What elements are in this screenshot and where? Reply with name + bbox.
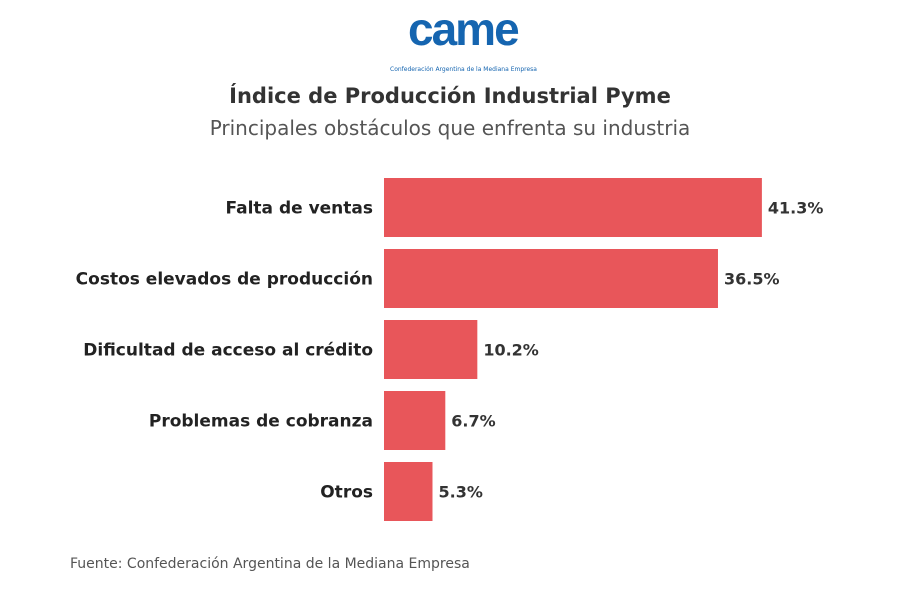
category-label: Problemas de cobranza <box>149 412 373 432</box>
bar <box>384 178 762 237</box>
category-label: Dificultad de acceso al crédito <box>83 341 373 361</box>
bar <box>384 320 478 379</box>
value-label: 36.5% <box>724 270 780 289</box>
bar <box>384 249 718 308</box>
chart-title: Índice de Producción Industrial Pyme <box>229 84 671 108</box>
source-note: Fuente: Confederación Argentina de la Me… <box>70 556 470 572</box>
category-label: Falta de ventas <box>226 199 373 219</box>
category-label: Costos elevados de producción <box>76 270 373 290</box>
value-label: 10.2% <box>483 341 539 360</box>
bar <box>384 391 446 450</box>
bar <box>384 462 433 521</box>
value-label: 5.3% <box>438 483 482 502</box>
value-label: 41.3% <box>768 199 824 218</box>
category-label: Otros <box>320 483 373 503</box>
value-label: 6.7% <box>451 412 495 431</box>
chart-subtitle: Principales obstáculos que enfrenta su i… <box>209 116 691 140</box>
logo-wordmark: came <box>408 3 520 55</box>
logo-subtitle: Confederación Argentina de la Mediana Em… <box>390 66 537 73</box>
came-logo: came Confederación Argentina de la Media… <box>390 3 537 76</box>
